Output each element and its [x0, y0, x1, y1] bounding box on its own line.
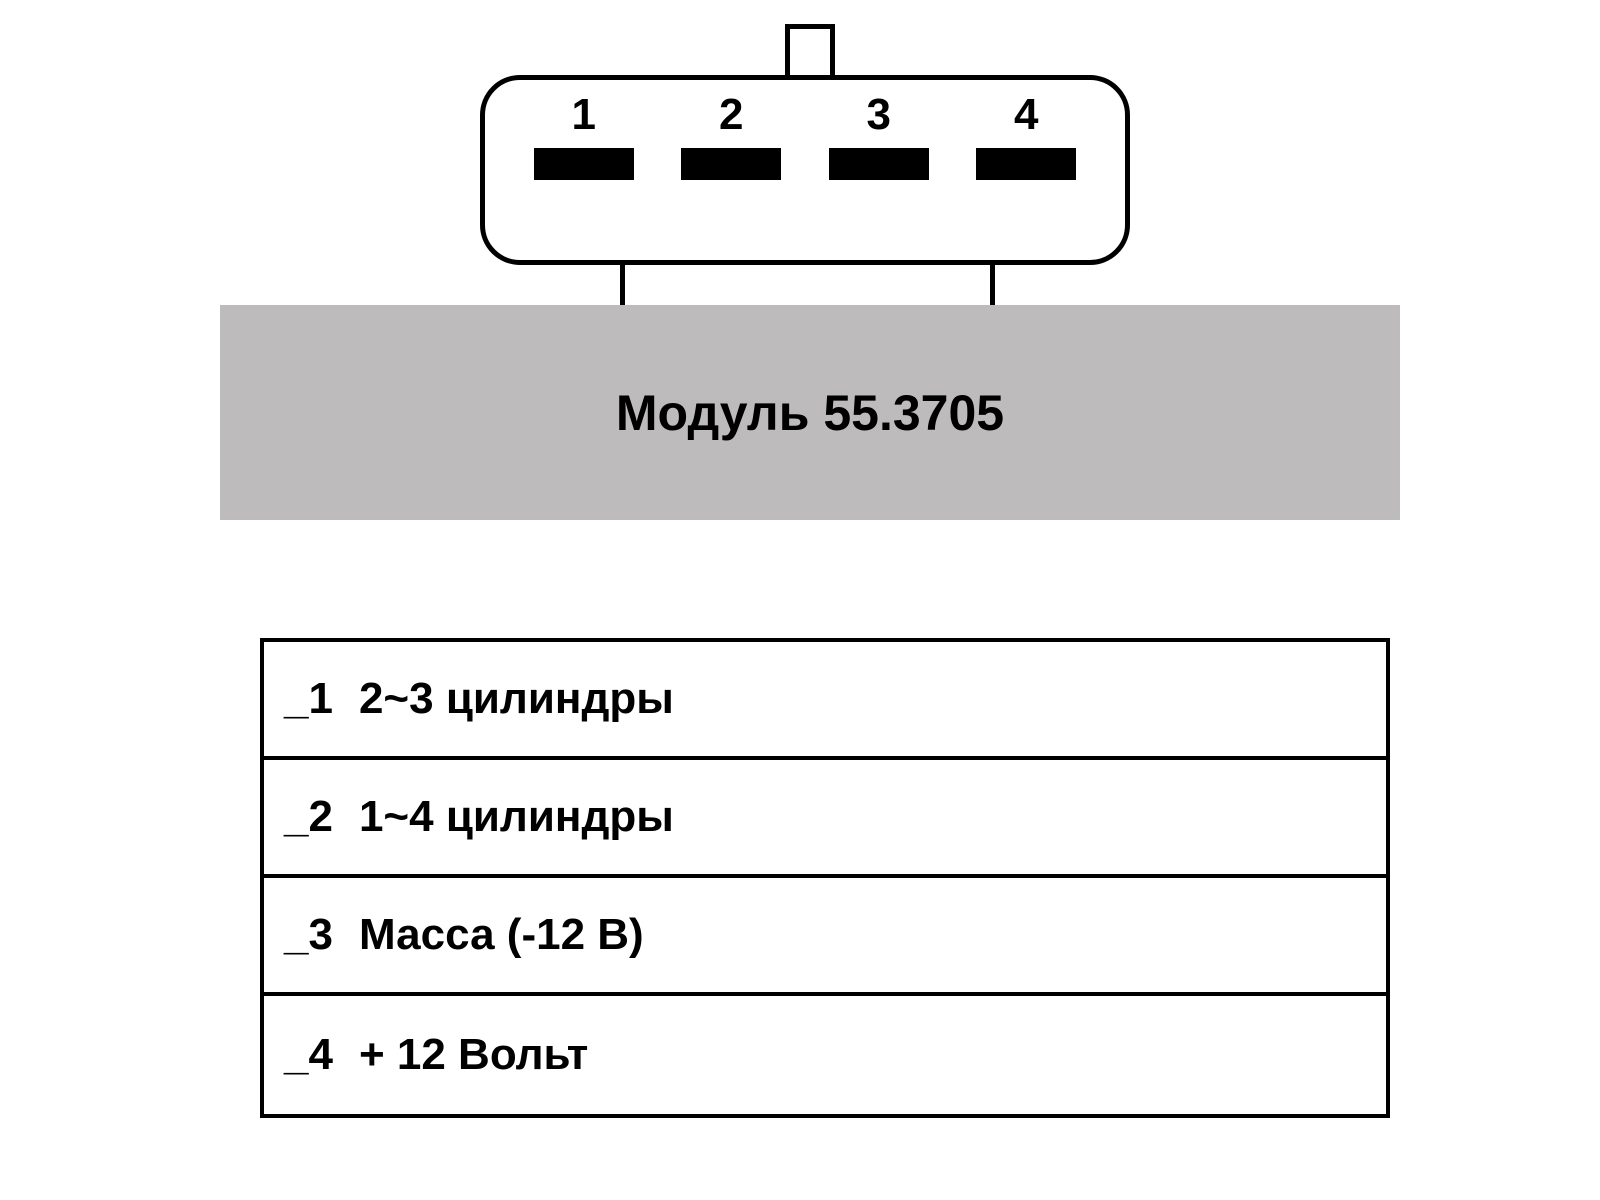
pinout-row-2: _2 1~4 цилиндры	[264, 760, 1386, 878]
pin-1: 1	[534, 90, 634, 180]
pinout-table: _1 2~3 цилиндры _2 1~4 цилиндры _3 Масса…	[260, 638, 1390, 1118]
pinout-desc-4: + 12 Вольт	[359, 1030, 588, 1080]
pin-2: 2	[681, 90, 781, 180]
pin-1-label: 1	[572, 90, 596, 140]
pinout-key-3: _3	[284, 910, 333, 960]
pinout-row-3: _3 Масса (-12 В)	[264, 878, 1386, 996]
pinout-key-1: _1	[284, 674, 333, 724]
pin-3-bar	[829, 148, 929, 180]
pin-2-label: 2	[719, 90, 743, 140]
module-label: Модуль 55.3705	[616, 384, 1004, 442]
pinout-row-4: _4 + 12 Вольт	[264, 996, 1386, 1114]
pin-4-label: 4	[1014, 90, 1038, 140]
pinout-row-1: _1 2~3 цилиндры	[264, 642, 1386, 760]
pinout-key-4: _4	[284, 1030, 333, 1080]
module-block: Модуль 55.3705	[220, 305, 1400, 520]
pin-1-bar	[534, 148, 634, 180]
pin-4: 4	[976, 90, 1076, 180]
connector-top-tab	[785, 24, 835, 79]
pin-2-bar	[681, 148, 781, 180]
pin-group: 1 2 3 4	[510, 90, 1100, 180]
connector-stem-left	[620, 265, 625, 307]
pinout-key-2: _2	[284, 792, 333, 842]
pin-4-bar	[976, 148, 1076, 180]
pin-3-label: 3	[867, 90, 891, 140]
pinout-desc-2: 1~4 цилиндры	[359, 792, 674, 842]
diagram-canvas: 1 2 3 4 Модуль 55.3705 _1 2~3 цилиндры _…	[0, 0, 1600, 1200]
pinout-desc-3: Масса (-12 В)	[359, 910, 644, 960]
pinout-desc-1: 2~3 цилиндры	[359, 674, 674, 724]
connector-stem-right	[990, 265, 995, 307]
pin-3: 3	[829, 90, 929, 180]
